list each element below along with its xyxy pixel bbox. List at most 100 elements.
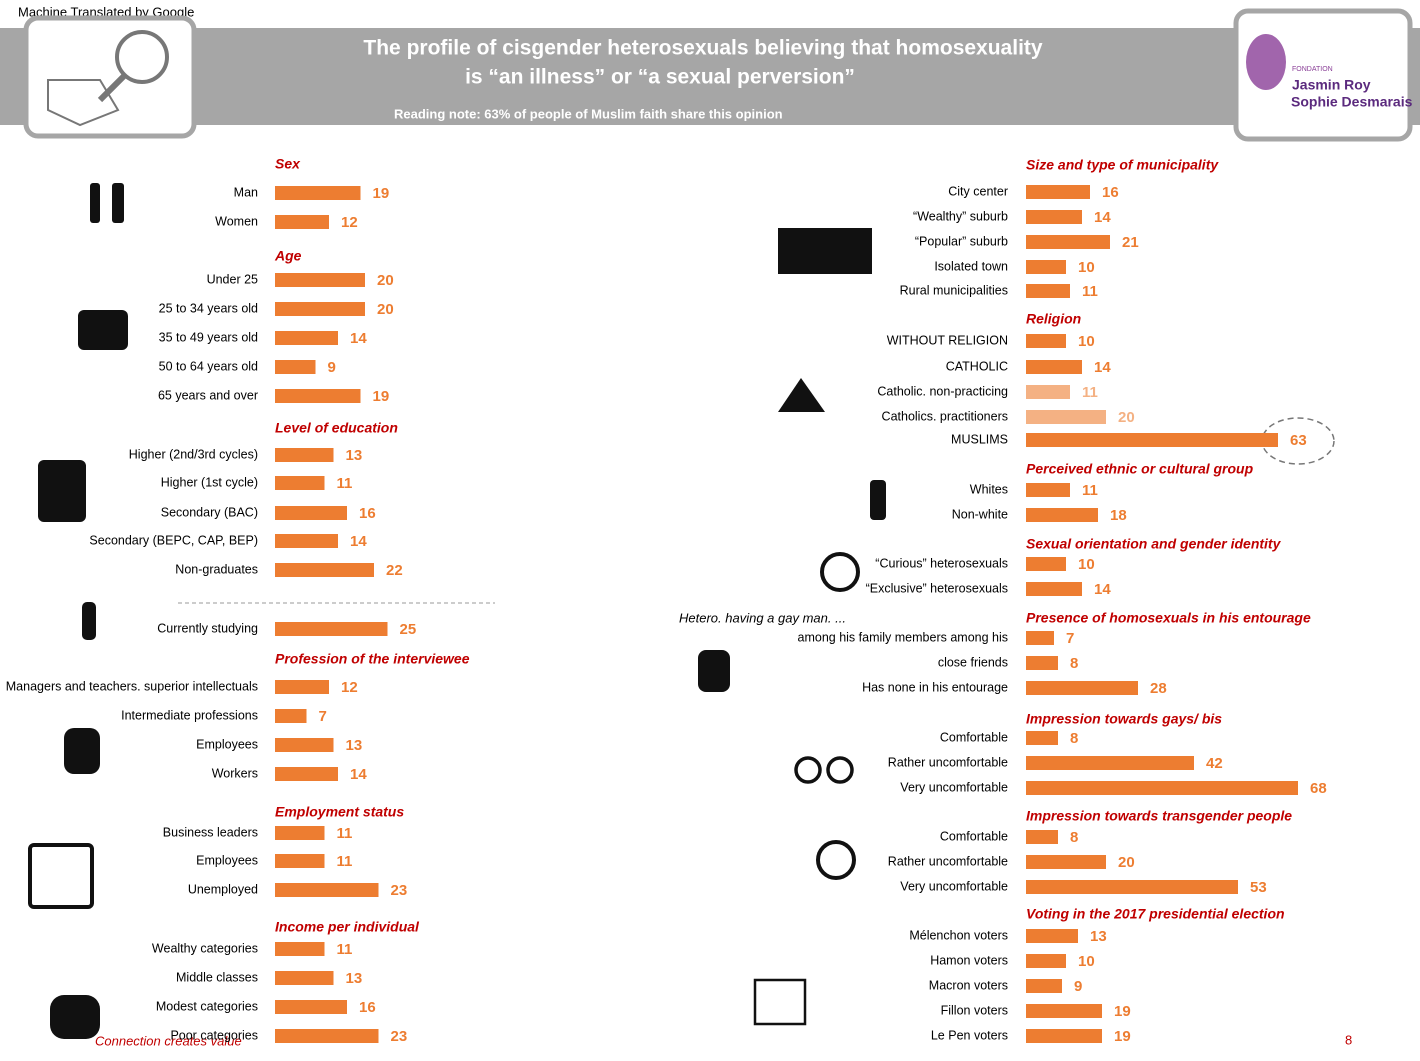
value-label: 8 xyxy=(1070,655,1078,672)
value-label: 10 xyxy=(1078,953,1095,970)
value-label: 7 xyxy=(1066,630,1074,647)
logo-text: Jasmin Roy xyxy=(1292,77,1371,93)
category-label: Secondary (BAC) xyxy=(161,505,258,519)
icon xyxy=(112,183,124,223)
value-label: 13 xyxy=(346,447,363,464)
category-label: Unemployed xyxy=(188,882,258,896)
bar xyxy=(275,826,325,840)
bar xyxy=(275,389,361,403)
value-label: 12 xyxy=(341,679,358,696)
value-label: 20 xyxy=(1118,854,1135,871)
value-label: 13 xyxy=(1090,928,1107,945)
value-label: 9 xyxy=(328,359,336,376)
bar xyxy=(1026,410,1106,424)
icon xyxy=(64,728,100,774)
value-label: 13 xyxy=(346,737,363,754)
value-label: 23 xyxy=(391,882,408,899)
category-label: Mélenchon voters xyxy=(909,928,1008,942)
bar xyxy=(1026,582,1082,596)
icon xyxy=(816,840,856,880)
category-label: “Popular” suburb xyxy=(915,234,1008,248)
category-label: Isolated town xyxy=(934,259,1008,273)
bar xyxy=(275,854,325,868)
value-label: 23 xyxy=(391,1028,408,1045)
bar xyxy=(275,476,325,490)
section-title: Level of education xyxy=(275,420,398,436)
category-label: among his family members among his xyxy=(798,630,1009,644)
value-label: 10 xyxy=(1078,556,1095,573)
category-label: 50 to 64 years old xyxy=(159,359,258,373)
bar xyxy=(1026,284,1070,298)
bar xyxy=(275,1029,379,1043)
category-label: Whites xyxy=(970,482,1008,496)
value-label: 18 xyxy=(1110,507,1127,524)
value-label: 19 xyxy=(1114,1003,1131,1020)
aside-note: Hetero. having a gay man. ... xyxy=(679,610,846,625)
bar xyxy=(275,709,307,723)
bar xyxy=(275,302,365,316)
category-label: 65 years and over xyxy=(158,388,258,402)
icon-box xyxy=(23,15,197,139)
value-label: 13 xyxy=(346,970,363,987)
bar xyxy=(275,971,334,985)
section-title: Religion xyxy=(1026,311,1081,327)
value-label: 11 xyxy=(1082,482,1098,499)
value-label: 19 xyxy=(373,388,390,405)
value-label: 63 xyxy=(1290,432,1307,449)
value-label: 20 xyxy=(1118,409,1135,426)
value-label: 10 xyxy=(1078,333,1095,350)
bar xyxy=(1026,631,1054,645)
value-label: 11 xyxy=(337,475,353,492)
value-label: 16 xyxy=(1102,184,1119,201)
value-label: 28 xyxy=(1150,680,1167,697)
section-title: Sexual orientation and gender identity xyxy=(1026,536,1282,552)
bar xyxy=(275,534,338,548)
value-label: 19 xyxy=(373,185,390,202)
bar xyxy=(275,1000,347,1014)
bar xyxy=(1026,681,1138,695)
bar xyxy=(1026,756,1194,770)
icon xyxy=(38,460,86,522)
bar xyxy=(1026,979,1062,993)
value-label: 20 xyxy=(377,301,394,318)
category-label: WITHOUT RELIGION xyxy=(887,333,1008,347)
logo-small: FONDATION xyxy=(1292,66,1333,73)
bar xyxy=(1026,235,1110,249)
category-label: close friends xyxy=(938,655,1008,669)
section-title: Profession of the interviewee xyxy=(275,651,470,667)
category-label: Modest categories xyxy=(156,999,258,1013)
category-label: Higher (1st cycle) xyxy=(161,475,258,489)
category-label: “Wealthy” suburb xyxy=(913,209,1008,223)
bar xyxy=(1026,260,1066,274)
category-label: Under 25 xyxy=(207,272,258,286)
bar xyxy=(1026,210,1082,224)
bar xyxy=(1026,781,1298,795)
section-title: Impression towards transgender people xyxy=(1026,808,1292,824)
value-label: 11 xyxy=(1082,283,1098,300)
section-title: Income per individual xyxy=(275,919,420,935)
bar xyxy=(275,331,338,345)
bar xyxy=(1026,656,1058,670)
bar xyxy=(1026,185,1090,199)
bar xyxy=(275,767,338,781)
value-label: 9 xyxy=(1074,978,1082,995)
value-label: 25 xyxy=(400,621,417,638)
icon xyxy=(90,183,100,223)
category-label: Employees xyxy=(196,737,258,751)
category-label: Has none in his entourage xyxy=(862,680,1008,694)
bar xyxy=(1026,385,1070,399)
value-label: 20 xyxy=(377,272,394,289)
bar xyxy=(1026,855,1106,869)
category-label: Secondary (BEPC, CAP, BEP) xyxy=(89,533,258,547)
icon xyxy=(50,995,100,1039)
value-label: 11 xyxy=(337,853,353,870)
bar xyxy=(1026,360,1082,374)
page-number: 8 xyxy=(1345,1032,1352,1047)
title-line: The profile of cisgender heterosexuals b… xyxy=(363,37,1042,60)
bar xyxy=(275,622,388,636)
value-label: 8 xyxy=(1070,829,1078,846)
value-label: 14 xyxy=(1094,209,1111,226)
category-label: Macron voters xyxy=(929,978,1008,992)
icon xyxy=(78,310,128,350)
